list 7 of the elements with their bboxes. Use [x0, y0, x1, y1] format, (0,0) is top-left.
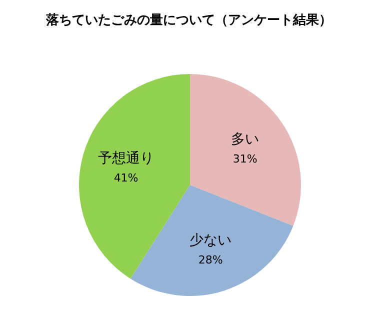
data-label: 28% [198, 253, 223, 266]
slice-label: 少ない [190, 232, 232, 248]
slice-label: 多い [231, 132, 260, 148]
slice-label: 予想通り [98, 150, 154, 166]
data-label: 41% [114, 171, 138, 184]
chart-title: 落ちていたごみの量について（アンケート結果） [45, 13, 332, 28]
data-label: 31% [232, 152, 258, 166]
